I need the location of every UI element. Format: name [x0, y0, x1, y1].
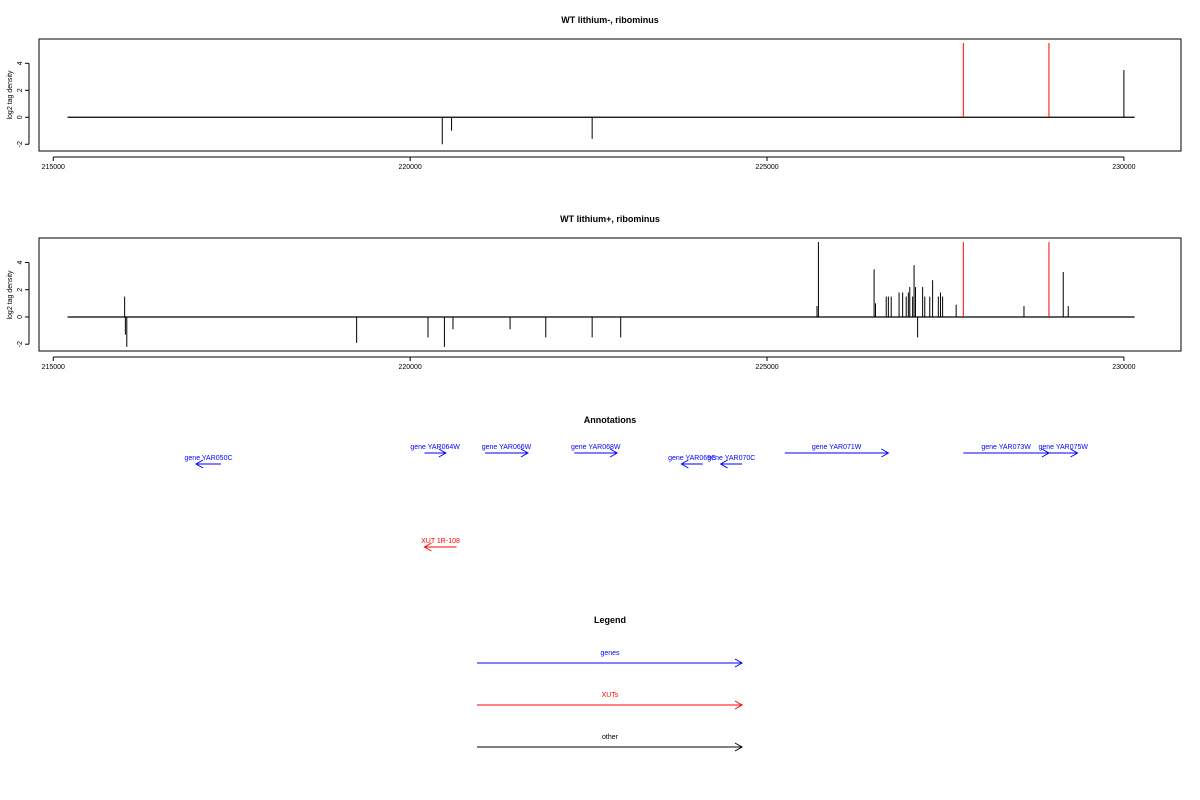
panel-lithium-plus: WT lithium+, ribominus log2 tag density …: [7, 214, 1182, 371]
feature: gene YAR070C: [707, 455, 755, 469]
feature-label: gene YAR071W: [812, 444, 862, 451]
feature-label: gene YAR070C: [707, 455, 755, 462]
y-tick-label: 4: [17, 260, 24, 264]
x-tick-label: 215000: [42, 164, 65, 171]
plot-frame: [38, 38, 1182, 152]
arrowhead-icon: [609, 448, 619, 458]
x-tick-label: 215000: [42, 364, 65, 371]
legend-entries: genes XUTs other: [477, 650, 744, 752]
x-tick-label: 230000: [1112, 364, 1135, 371]
y-tick-label: 4: [17, 61, 24, 65]
x-axis: 215000 220000 225000 230000: [42, 156, 1136, 171]
chart-title: WT lithium-, ribominus: [561, 15, 659, 25]
feature-label: gene YAR069C: [668, 455, 716, 462]
arrowhead-icon: [195, 459, 204, 469]
feature-label: gene YAR066W: [482, 444, 532, 451]
feature: gene YAR073W: [963, 444, 1050, 458]
y-tick-label: 0: [17, 315, 24, 319]
legend-entry-label: genes: [600, 650, 620, 657]
legend-entry-label: other: [602, 734, 619, 741]
legend-entry: XUTs: [477, 692, 744, 710]
arrowhead-icon: [734, 658, 744, 668]
arrowhead-icon: [734, 742, 744, 752]
x-tick-label: 230000: [1112, 164, 1135, 171]
feature: gene YAR068W: [571, 444, 621, 458]
feature-label: XUT 1R-108: [421, 538, 460, 545]
y-axis: -2 0 2 4: [17, 61, 30, 147]
legend-entry: genes: [477, 650, 744, 668]
bars: [67, 43, 1135, 145]
y-tick-label: -2: [17, 141, 24, 147]
bars: [67, 242, 1135, 347]
y-axis: -2 0 2 4: [17, 260, 30, 347]
feature-label: gene YAR068W: [571, 444, 621, 451]
arrowhead-icon: [438, 448, 447, 458]
feature: gene YAR066W: [482, 444, 532, 458]
arrowhead-icon: [881, 448, 890, 458]
arrowhead-icon: [520, 448, 529, 458]
y-tick-label: -2: [17, 341, 24, 347]
legend: Legend genes XUTs other: [477, 615, 744, 752]
x-tick-label: 225000: [755, 164, 778, 171]
arrowhead-icon: [1070, 448, 1079, 458]
annotations-title: Annotations: [584, 415, 637, 425]
legend-entry-label: XUTs: [602, 692, 619, 699]
legend-title: Legend: [594, 615, 626, 625]
feature: gene YAR064W: [410, 444, 460, 458]
y-axis-label: log2 tag density: [7, 270, 14, 320]
arrowhead-icon: [719, 459, 728, 469]
feature: XUT 1R-108: [421, 538, 460, 552]
chart-title: WT lithium+, ribominus: [560, 214, 660, 224]
arrowhead-icon: [423, 542, 432, 552]
y-axis-label: log2 tag density: [7, 70, 14, 120]
x-axis: 215000 220000 225000 230000: [42, 356, 1136, 371]
y-tick-label: 0: [17, 115, 24, 119]
feature: gene YAR071W: [784, 444, 890, 458]
feature: gene YAR050C: [185, 455, 233, 469]
feature-label: gene YAR050C: [185, 455, 233, 462]
legend-entry: other: [477, 734, 744, 752]
y-tick-label: 2: [17, 288, 24, 292]
feature-label: gene YAR073W: [981, 444, 1031, 451]
arrowhead-icon: [680, 459, 689, 469]
plot-frame: [38, 237, 1182, 352]
feature: gene YAR075W: [1038, 444, 1088, 458]
feature-label: gene YAR064W: [410, 444, 460, 451]
x-tick-label: 220000: [398, 364, 421, 371]
x-tick-label: 220000: [398, 164, 421, 171]
feature: gene YAR069C: [668, 455, 716, 469]
feature-label: gene YAR075W: [1038, 444, 1088, 451]
features: gene YAR050C gene YAR064W gene YAR066W gene…: [185, 444, 1088, 552]
arrowhead-icon: [734, 700, 744, 710]
y-tick-label: 2: [17, 88, 24, 92]
x-tick-label: 225000: [755, 364, 778, 371]
panel-lithium-minus: WT lithium-, ribominus log2 tag density …: [7, 15, 1182, 171]
